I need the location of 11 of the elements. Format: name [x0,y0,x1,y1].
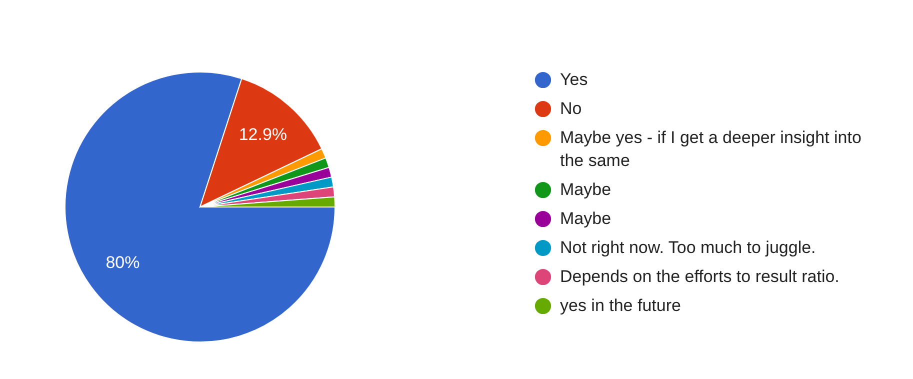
legend-label: Yes [560,70,588,89]
data-label: 80% [106,253,140,272]
legend-label: Maybe [560,180,612,199]
legend-label: No [560,99,582,118]
legend-label: Not right now. Too much to juggle. [560,238,816,257]
legend-label: Maybe yes - if I get a deeper insight into the same [560,128,862,170]
legend-label: yes in the future [560,296,681,315]
legend-label: Maybe [560,209,612,228]
pie-slice [64,72,336,342]
legend-label: Depends on the efforts to result ratio. [560,267,840,286]
data-label: 12.9% [238,125,288,144]
